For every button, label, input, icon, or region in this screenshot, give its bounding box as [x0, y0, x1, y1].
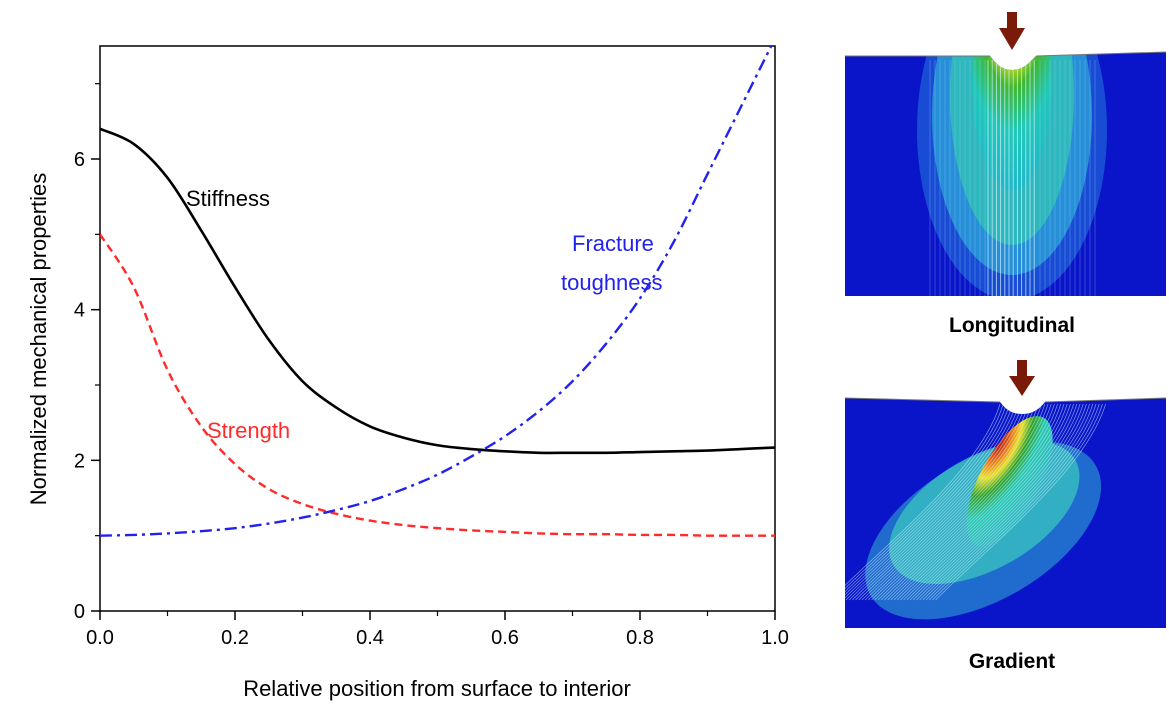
mesh-line [932, 403, 1103, 601]
mesh-line [868, 403, 1039, 601]
mesh-line [845, 403, 1007, 601]
mesh-line [903, 403, 1074, 601]
mesh-line [925, 403, 1097, 601]
x-tick-label: 0.2 [221, 627, 249, 649]
series-stiffness [100, 127, 775, 455]
mesh-line [845, 403, 1014, 601]
mesh-line [874, 403, 1046, 601]
panel-label-gradient: Gradient [969, 650, 1055, 673]
x-tick-label: 1.0 [761, 627, 789, 649]
x-tick-label: 0.8 [626, 627, 654, 649]
plot-frame [99, 45, 776, 612]
x-tick-label: 0.6 [491, 627, 519, 649]
x-tick-label: 0.4 [356, 627, 384, 649]
mesh-line [855, 403, 1026, 601]
arrow-icon [1009, 360, 1035, 396]
mesh-line [852, 403, 1023, 601]
mesh-line [861, 403, 1033, 601]
mesh-line [884, 403, 1055, 601]
mesh-line [922, 403, 1094, 601]
mesh-line [928, 403, 1100, 601]
annotation-toughness: toughness [561, 270, 663, 295]
y-tick-label: 6 [74, 149, 85, 171]
panel-label-longitudinal: Longitudinal [949, 314, 1075, 337]
arrow-icon [999, 12, 1025, 50]
mesh-line [880, 403, 1052, 601]
y-axis-title: Normalized mechanical properties [26, 173, 51, 506]
mesh-line [887, 403, 1058, 601]
y-tick-label: 2 [74, 450, 85, 472]
mesh-line [896, 403, 1068, 601]
mesh-line [864, 403, 1036, 601]
mesh-line [845, 403, 1004, 601]
mesh-line [858, 403, 1030, 601]
chart-axes: 0.0 0.2 0.4 0.6 0.8 1.0 0 2 4 6 Relative positio… [26, 45, 789, 701]
mesh-line [893, 403, 1065, 601]
mesh-line [845, 403, 1001, 601]
series-strength [100, 233, 775, 537]
simulation-panel-gradient: Gradient [844, 360, 1167, 673]
mesh-lines-bottom [845, 403, 1106, 601]
mesh-line [871, 403, 1042, 601]
mesh-line [877, 403, 1049, 601]
y-axis-ticks: 0 2 4 6 [74, 83, 100, 623]
annotation-strength: Strength [207, 418, 290, 443]
mesh-lines-top [929, 60, 1096, 296]
y-tick-label: 0 [74, 601, 85, 623]
x-axis-ticks: 0.0 0.2 0.4 0.6 0.8 1.0 [86, 611, 789, 649]
mesh-line [919, 403, 1090, 601]
x-axis-title: Relative position from surface to interi… [243, 676, 631, 701]
mesh-line [845, 403, 1017, 601]
mesh-line [912, 403, 1084, 601]
series-layer [100, 46, 775, 537]
mesh-line [848, 403, 1020, 601]
mesh-line [906, 403, 1078, 601]
mesh-line [909, 403, 1081, 601]
x-tick-label: 0.0 [86, 627, 114, 649]
simulation-panel-longitudinal: Longitudinal [845, 12, 1167, 337]
mesh-line [845, 403, 1010, 601]
mesh-line [916, 403, 1087, 601]
y-tick-label: 4 [74, 300, 85, 322]
series-fracture-toughness [100, 46, 773, 537]
mesh-line [900, 403, 1071, 601]
annotation-fracture: Fracture [572, 231, 654, 256]
mesh-line [890, 403, 1062, 601]
annotation-stiffness: Stiffness [186, 186, 270, 211]
mesh-line [935, 403, 1106, 601]
